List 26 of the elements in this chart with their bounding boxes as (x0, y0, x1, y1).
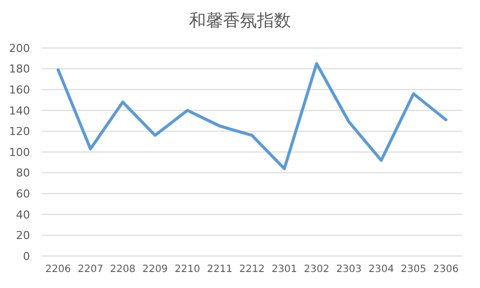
x-tick-label: 2206 (45, 264, 71, 275)
x-tick-label: 2207 (78, 264, 104, 275)
y-tick-label: 100 (9, 146, 30, 159)
x-tick-label: 2209 (142, 264, 168, 275)
y-tick-label: 200 (9, 42, 30, 55)
y-tick-label: 40 (16, 208, 30, 222)
x-tick-label: 2306 (433, 264, 459, 275)
x-tick-label: 2305 (400, 264, 426, 275)
x-tick-label: 2212 (239, 264, 265, 275)
y-tick-label: 120 (9, 125, 30, 138)
x-tick-label: 2302 (304, 264, 330, 275)
x-tick-label: 2208 (110, 264, 136, 275)
y-tick-label: 160 (9, 83, 30, 96)
y-tick-label: 140 (9, 104, 30, 118)
y-tick-label: 20 (16, 229, 30, 242)
y-tick-label: 180 (9, 62, 30, 76)
chart-title: 和馨香氛指数 (189, 11, 291, 31)
y-tick-label: 0 (23, 250, 30, 263)
y-tick-label: 60 (16, 187, 30, 200)
x-tick-label: 2210 (174, 264, 200, 275)
y-tick-label: 80 (16, 166, 30, 180)
x-tick-label: 2301 (272, 264, 298, 275)
x-tick-label: 2303 (336, 264, 362, 275)
x-tick-label: 2304 (368, 264, 394, 275)
line-series (56, 62, 448, 170)
x-tick-label: 2211 (206, 264, 232, 275)
